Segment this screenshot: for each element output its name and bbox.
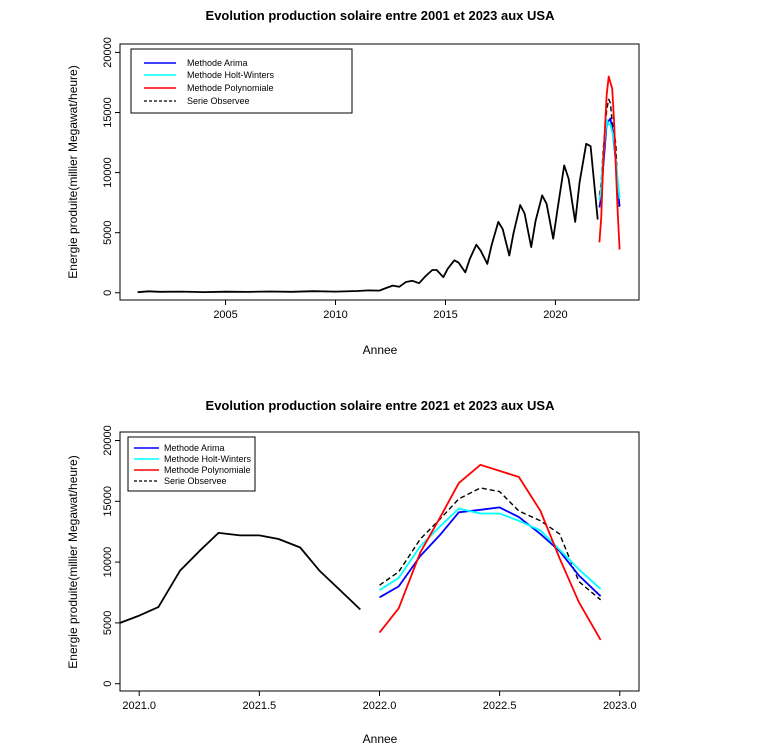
legend: Methode Arima Methode Holt-Winters Metho…	[130, 48, 353, 114]
legend-label-observee: Serie Observee	[164, 476, 227, 486]
series-line-methode-polynomiale	[378, 463, 602, 641]
legend-label-arima: Methode Arima	[164, 443, 225, 453]
legend: Methode Arima Methode Holt-Winters Metho…	[127, 436, 256, 492]
chart-title: Evolution production solaire entre 2001 …	[206, 8, 556, 23]
legend-label-arima: Methode Arima	[187, 58, 248, 68]
plot-series	[119, 463, 602, 641]
series-line-serie-observee	[119, 532, 361, 624]
legend-box	[130, 48, 353, 114]
legend-label-polynomiale: Methode Polynomiale	[164, 465, 251, 475]
x-axis-label: Annee	[363, 732, 398, 746]
series-line-serie-observee	[379, 487, 602, 601]
y-axis: 0 5000 10000 15000 20000	[102, 37, 120, 296]
x-tick-label: 2020	[543, 309, 567, 321]
y-tick-label: 0	[102, 681, 114, 687]
chart-bottom-2021-2023: Evolution production solaire entre 2021 …	[66, 398, 640, 746]
x-axis-label: Annee	[363, 343, 398, 357]
plot-series	[137, 75, 621, 294]
y-tick-label: 10000	[102, 157, 114, 188]
x-tick-label: 2021.5	[243, 700, 277, 712]
y-tick-label: 0	[102, 290, 114, 296]
x-axis: 2021.0 2021.5 2022.0 2022.5 2023.0	[122, 691, 637, 712]
x-tick-label: 2021.0	[122, 700, 156, 712]
y-tick-label: 10000	[102, 547, 114, 578]
x-axis: 2005 2010 2015 2020	[213, 300, 568, 321]
y-tick-label: 20000	[102, 37, 114, 68]
y-axis: 0 5000 10000 15000 20000	[102, 425, 120, 687]
x-tick-label: 2022.5	[483, 700, 517, 712]
series-line-methode-polynomiale	[598, 75, 621, 250]
y-tick-label: 5000	[102, 220, 114, 244]
legend-label-holt-winters: Methode Holt-Winters	[187, 70, 275, 80]
series-line-serie-observee	[137, 142, 599, 294]
y-tick-label: 20000	[102, 425, 114, 456]
y-axis-label: Energie produite(millier Megawat/heure)	[66, 65, 80, 278]
y-tick-label: 15000	[102, 486, 114, 517]
legend-label-polynomiale: Methode Polynomiale	[187, 83, 274, 93]
legend-label-holt-winters: Methode Holt-Winters	[164, 454, 252, 464]
x-tick-label: 2022.0	[363, 700, 397, 712]
series-line-methode-holt-winters	[379, 507, 602, 591]
x-tick-label: 2015	[433, 309, 457, 321]
y-axis-label: Energie produite(millier Megawat/heure)	[66, 455, 80, 668]
plot-frame	[119, 43, 640, 301]
legend-box	[127, 436, 256, 492]
x-tick-label: 2010	[323, 309, 347, 321]
y-tick-label: 15000	[102, 97, 114, 128]
y-tick-label: 5000	[102, 611, 114, 635]
x-tick-label: 2005	[213, 309, 237, 321]
legend-label-observee: Serie Observee	[187, 96, 250, 106]
chart-top-2001-2023: Evolution production solaire entre 2001 …	[66, 8, 640, 357]
x-tick-label: 2023.0	[603, 700, 637, 712]
chart-title: Evolution production solaire entre 2021 …	[206, 398, 556, 413]
